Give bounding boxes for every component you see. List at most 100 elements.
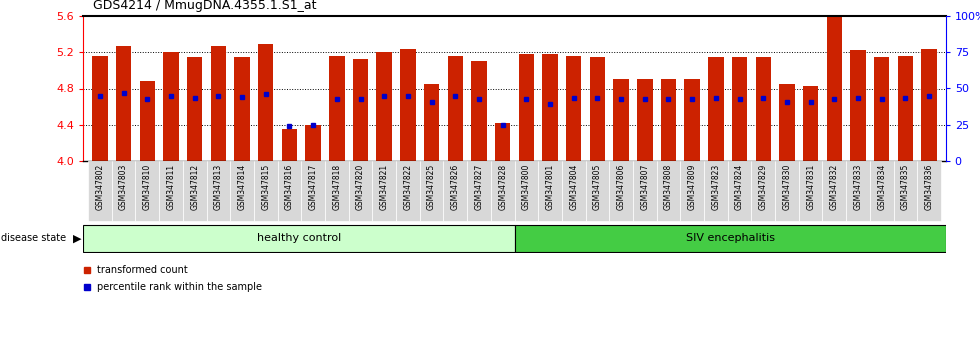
FancyBboxPatch shape bbox=[254, 161, 277, 221]
Bar bbox=[495, 123, 511, 161]
Bar bbox=[471, 61, 487, 161]
Text: GSM347834: GSM347834 bbox=[877, 164, 886, 211]
Bar bbox=[613, 79, 629, 161]
FancyBboxPatch shape bbox=[870, 161, 894, 221]
Text: GSM347800: GSM347800 bbox=[521, 164, 531, 211]
Bar bbox=[518, 54, 534, 161]
FancyBboxPatch shape bbox=[822, 161, 846, 221]
FancyBboxPatch shape bbox=[680, 161, 704, 221]
Bar bbox=[590, 57, 605, 161]
FancyBboxPatch shape bbox=[704, 161, 728, 221]
Text: GSM347821: GSM347821 bbox=[379, 164, 389, 210]
Text: GSM347802: GSM347802 bbox=[95, 164, 105, 210]
FancyBboxPatch shape bbox=[88, 161, 112, 221]
FancyBboxPatch shape bbox=[586, 161, 610, 221]
Text: transformed count: transformed count bbox=[97, 265, 188, 275]
FancyBboxPatch shape bbox=[467, 161, 491, 221]
Text: GSM347808: GSM347808 bbox=[664, 164, 673, 210]
Text: GSM347830: GSM347830 bbox=[782, 164, 792, 211]
Text: GSM347831: GSM347831 bbox=[807, 164, 815, 210]
Text: GSM347832: GSM347832 bbox=[830, 164, 839, 210]
Text: GSM347803: GSM347803 bbox=[120, 164, 128, 211]
FancyBboxPatch shape bbox=[230, 161, 254, 221]
Text: GSM347812: GSM347812 bbox=[190, 164, 199, 210]
Bar bbox=[376, 52, 392, 161]
Bar bbox=[803, 86, 818, 161]
Bar bbox=[187, 57, 202, 161]
Text: GSM347810: GSM347810 bbox=[143, 164, 152, 210]
Text: GSM347807: GSM347807 bbox=[640, 164, 650, 211]
Text: GSM347816: GSM347816 bbox=[285, 164, 294, 210]
FancyBboxPatch shape bbox=[752, 161, 775, 221]
Text: GSM347801: GSM347801 bbox=[546, 164, 555, 210]
Bar bbox=[353, 58, 368, 161]
Text: GSM347813: GSM347813 bbox=[214, 164, 222, 210]
Bar bbox=[139, 81, 155, 161]
FancyBboxPatch shape bbox=[514, 224, 946, 252]
Bar bbox=[211, 46, 226, 161]
Text: GSM347826: GSM347826 bbox=[451, 164, 460, 210]
Bar bbox=[779, 84, 795, 161]
Bar bbox=[898, 56, 913, 161]
Bar bbox=[709, 57, 723, 161]
FancyBboxPatch shape bbox=[443, 161, 467, 221]
FancyBboxPatch shape bbox=[894, 161, 917, 221]
Text: GSM347825: GSM347825 bbox=[427, 164, 436, 210]
Bar bbox=[661, 79, 676, 161]
Bar bbox=[281, 129, 297, 161]
FancyBboxPatch shape bbox=[846, 161, 870, 221]
FancyBboxPatch shape bbox=[135, 161, 159, 221]
FancyBboxPatch shape bbox=[277, 161, 301, 221]
FancyBboxPatch shape bbox=[112, 161, 135, 221]
Bar bbox=[827, 0, 842, 161]
FancyBboxPatch shape bbox=[349, 161, 372, 221]
Bar bbox=[566, 56, 581, 161]
Bar bbox=[756, 57, 771, 161]
Bar bbox=[400, 50, 416, 161]
Text: GSM347804: GSM347804 bbox=[569, 164, 578, 211]
Bar bbox=[732, 57, 748, 161]
Bar bbox=[424, 84, 439, 161]
Text: SIV encephalitis: SIV encephalitis bbox=[686, 233, 774, 243]
Bar bbox=[637, 79, 653, 161]
FancyBboxPatch shape bbox=[775, 161, 799, 221]
Bar bbox=[164, 52, 178, 161]
FancyBboxPatch shape bbox=[610, 161, 633, 221]
Text: GSM347822: GSM347822 bbox=[404, 164, 413, 210]
Bar bbox=[258, 44, 273, 161]
Text: GSM347836: GSM347836 bbox=[924, 164, 934, 211]
Text: GSM347815: GSM347815 bbox=[262, 164, 270, 210]
FancyBboxPatch shape bbox=[538, 161, 562, 221]
Bar bbox=[851, 50, 865, 161]
Bar bbox=[116, 46, 131, 161]
Text: GSM347820: GSM347820 bbox=[356, 164, 365, 210]
Bar bbox=[921, 48, 937, 161]
Bar bbox=[684, 79, 700, 161]
FancyBboxPatch shape bbox=[301, 161, 325, 221]
FancyBboxPatch shape bbox=[183, 161, 207, 221]
Bar bbox=[234, 57, 250, 161]
FancyBboxPatch shape bbox=[514, 161, 538, 221]
Bar bbox=[92, 56, 108, 161]
Text: GSM347835: GSM347835 bbox=[901, 164, 909, 211]
Text: GSM347809: GSM347809 bbox=[688, 164, 697, 211]
FancyBboxPatch shape bbox=[562, 161, 586, 221]
FancyBboxPatch shape bbox=[207, 161, 230, 221]
FancyBboxPatch shape bbox=[633, 161, 657, 221]
Text: percentile rank within the sample: percentile rank within the sample bbox=[97, 282, 262, 292]
Text: GSM347814: GSM347814 bbox=[237, 164, 247, 210]
Text: GSM347823: GSM347823 bbox=[711, 164, 720, 210]
Bar bbox=[448, 56, 463, 161]
FancyBboxPatch shape bbox=[728, 161, 752, 221]
Text: GSM347811: GSM347811 bbox=[167, 164, 175, 210]
FancyBboxPatch shape bbox=[799, 161, 822, 221]
Text: disease state: disease state bbox=[1, 233, 66, 243]
Bar bbox=[542, 54, 558, 161]
FancyBboxPatch shape bbox=[396, 161, 419, 221]
FancyBboxPatch shape bbox=[917, 161, 941, 221]
Bar bbox=[874, 57, 890, 161]
Text: GSM347817: GSM347817 bbox=[309, 164, 318, 210]
FancyBboxPatch shape bbox=[159, 161, 183, 221]
FancyBboxPatch shape bbox=[657, 161, 680, 221]
Text: GSM347827: GSM347827 bbox=[474, 164, 483, 210]
